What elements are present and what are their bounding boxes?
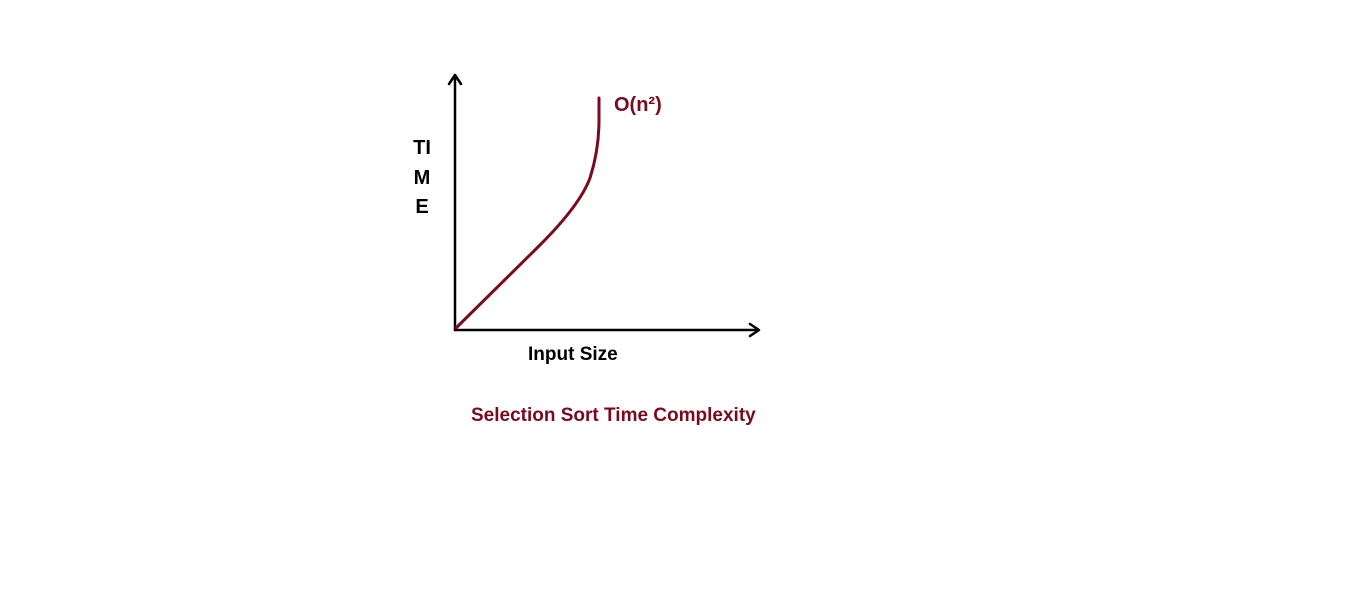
complexity-curve xyxy=(454,96,601,330)
diagram-caption: Selection Sort Time Complexity xyxy=(471,405,756,426)
curve-label: O(n²) xyxy=(614,94,662,116)
x-axis-label: Input Size xyxy=(528,344,618,365)
y-axis-arrowhead xyxy=(447,73,463,86)
y-axis-label: TIME xyxy=(413,137,431,218)
x-axis-arrowhead xyxy=(748,322,761,338)
